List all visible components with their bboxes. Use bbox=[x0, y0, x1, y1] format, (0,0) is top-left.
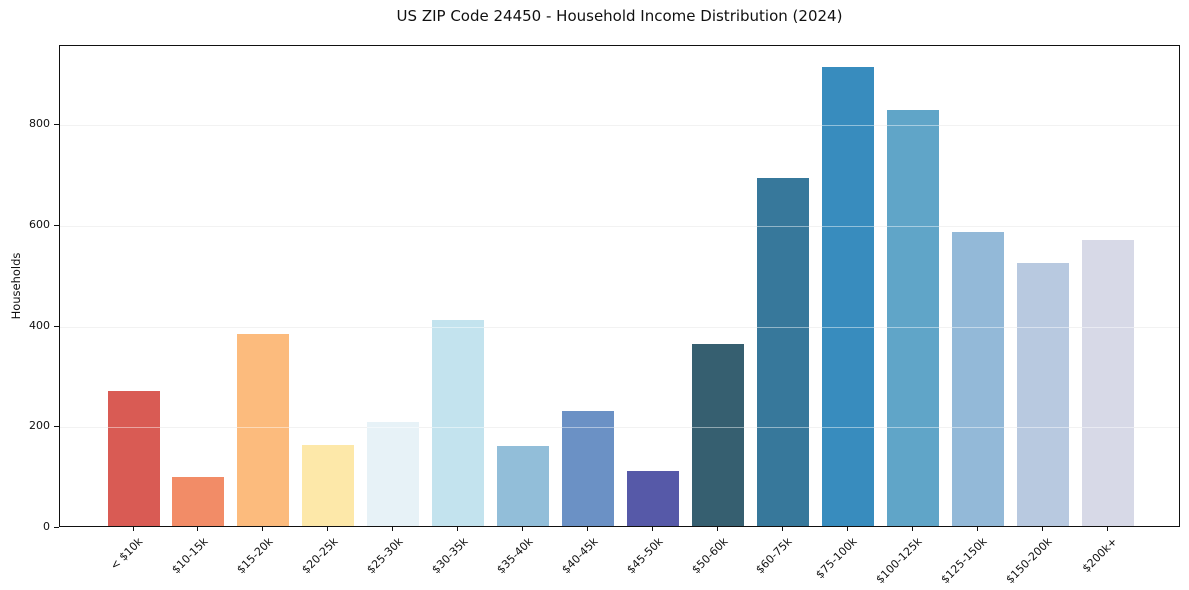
x-axis-tick-mark bbox=[846, 527, 848, 531]
x-axis-tick-mark bbox=[781, 527, 783, 531]
gridline bbox=[60, 125, 1179, 127]
x-tick-label-text: $45-50k bbox=[623, 535, 666, 577]
y-tick-label: 200 bbox=[29, 419, 50, 433]
plot-area bbox=[59, 45, 1180, 527]
gridline bbox=[60, 326, 1179, 328]
x-tick-label-text: $15-20k bbox=[234, 535, 276, 577]
x-axis-tick-mark bbox=[262, 527, 264, 531]
x-axis-tick-mark bbox=[522, 527, 524, 531]
bar-$100-125k bbox=[886, 109, 939, 526]
x-axis-tick-mark bbox=[1106, 527, 1108, 531]
bar-$60-75k bbox=[756, 178, 809, 526]
x-axis-tick-mark bbox=[587, 527, 589, 531]
x-tick-label-text: $50-60k bbox=[688, 535, 731, 577]
x-axis-tick-mark bbox=[716, 527, 718, 531]
x-tick-label-text: $200k+ bbox=[1079, 535, 1120, 576]
x-tick-label-text: $20-25k bbox=[299, 535, 341, 577]
y-tick-label: 0 bbox=[43, 520, 50, 533]
bar-$30-35k bbox=[432, 320, 485, 526]
y-tick-label: 400 bbox=[29, 318, 50, 332]
x-axis-tick-mark bbox=[327, 527, 329, 531]
gridline bbox=[60, 427, 1179, 429]
bar-$15-20k bbox=[237, 333, 290, 526]
y-axis-tick-mark bbox=[54, 124, 59, 126]
x-tick-label-text: $25-30k bbox=[364, 535, 406, 577]
y-axis-tick-mark bbox=[54, 527, 59, 528]
x-axis-tick-mark bbox=[132, 527, 134, 531]
bar-$45-50k bbox=[626, 471, 679, 526]
x-tick-label-text: $75-100k bbox=[813, 535, 860, 582]
y-tick-label: 800 bbox=[29, 117, 50, 131]
x-axis-tick-mark bbox=[911, 527, 913, 531]
y-tick-label: 600 bbox=[29, 218, 50, 232]
x-tick-label-text: $40-45k bbox=[558, 535, 601, 577]
x-axis-tick-mark bbox=[392, 527, 394, 531]
bar-$10-15k bbox=[172, 476, 225, 526]
x-tick-label-text: $30-35k bbox=[429, 535, 471, 577]
y-axis-tick-mark bbox=[54, 225, 59, 227]
bar-$150-200k bbox=[1016, 263, 1069, 526]
x-tick-label-text: $35-40k bbox=[494, 535, 536, 577]
bar-$200k+ bbox=[1081, 239, 1134, 526]
y-axis-tick-mark bbox=[54, 325, 59, 327]
y-axis-label: Households bbox=[9, 252, 23, 320]
x-tick-label-text: $60-75k bbox=[753, 535, 796, 577]
x-axis-tick-mark bbox=[651, 527, 653, 531]
x-axis-tick-mark bbox=[1041, 527, 1043, 531]
bar-$40-45k bbox=[562, 410, 615, 526]
bar-$20-25k bbox=[302, 445, 355, 526]
chart-title: US ZIP Code 24450 - Household Income Dis… bbox=[396, 7, 843, 25]
y-axis-tick-mark bbox=[54, 426, 59, 428]
bar-$125-150k bbox=[951, 232, 1004, 526]
bar-$50-60k bbox=[691, 344, 744, 526]
bar-$25-30k bbox=[367, 422, 420, 526]
x-tick-label-text: < $10k bbox=[108, 535, 146, 573]
bar-< $10k bbox=[107, 391, 160, 526]
x-tick-label-text: $10-15k bbox=[169, 535, 211, 577]
gridline bbox=[60, 226, 1179, 228]
x-tick-label-text: $125-150k bbox=[938, 535, 990, 587]
x-axis-tick-mark bbox=[976, 527, 978, 531]
x-axis-tick-mark bbox=[457, 527, 459, 531]
x-axis-tick-mark bbox=[197, 527, 199, 531]
bar-$75-100k bbox=[821, 67, 874, 526]
x-tick-label-text: $100-125k bbox=[873, 535, 925, 587]
bar-$35-40k bbox=[497, 446, 550, 526]
x-tick-label-text: $150-200k bbox=[1003, 535, 1055, 587]
